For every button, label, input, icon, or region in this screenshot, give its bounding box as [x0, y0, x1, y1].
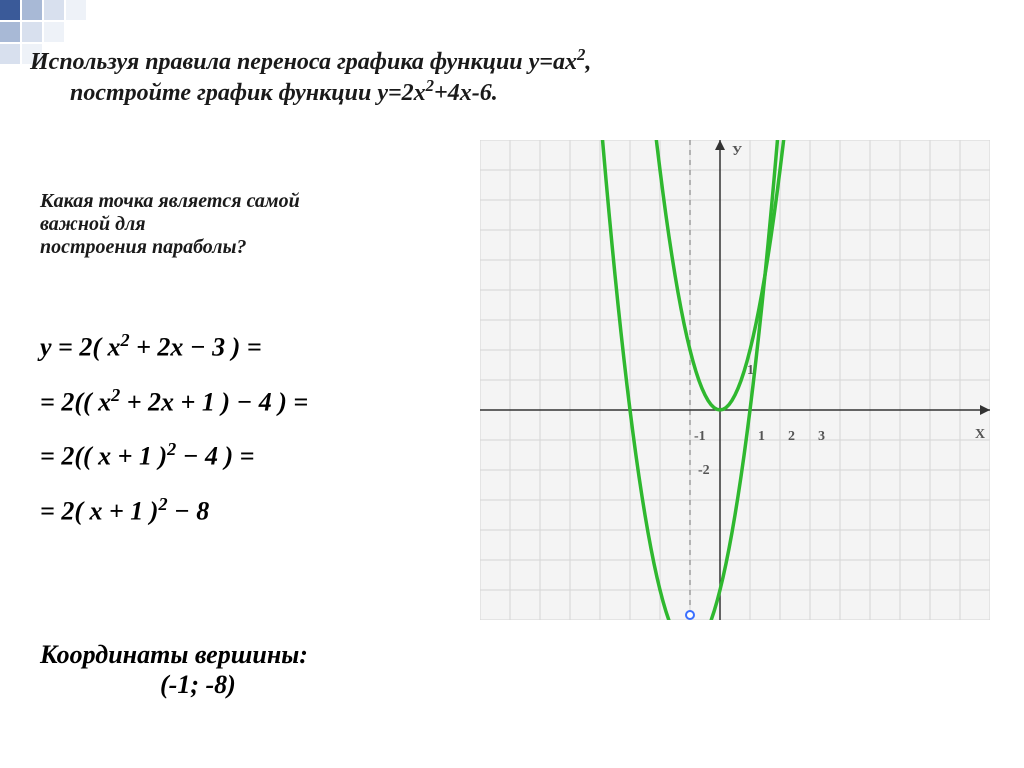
vertex-label: Координаты вершины:	[40, 640, 308, 670]
parabola-chart: XУ1-1123-2	[480, 140, 990, 620]
deco-square	[22, 0, 42, 20]
deco-square	[44, 22, 64, 42]
deco-square	[66, 0, 86, 20]
equation-step-4: = 2( x + 1 )2 − 8	[40, 494, 460, 527]
equation-derivation: y = 2( x2 + 2x − 3 ) = = 2(( x2 + 2x + 1 …	[40, 330, 460, 549]
tick-label: 2	[788, 429, 795, 444]
slide-title: Используя правила переноса графика функц…	[30, 45, 994, 107]
deco-square	[0, 44, 20, 64]
equation-step-2: = 2(( x2 + 2x + 1 ) − 4 ) =	[40, 385, 460, 418]
deco-square	[44, 0, 64, 20]
question-line: Какая точка является самой	[40, 190, 420, 213]
question-line: построения параболы?	[40, 236, 420, 259]
vertex-marker	[686, 611, 694, 619]
vertex-value: (-1; -8)	[40, 670, 308, 700]
y-axis-label: У	[732, 144, 742, 159]
vertex-coordinates: Координаты вершины:(-1; -8)	[40, 640, 308, 700]
deco-square	[0, 22, 20, 42]
title-line2: постройте график функции у=2х2+4х-6.	[30, 76, 994, 107]
equation-step-3: = 2(( x + 1 )2 − 4 ) =	[40, 439, 460, 472]
title-line1: Используя правила переноса графика функц…	[30, 45, 994, 76]
tick-label: 3	[818, 429, 825, 444]
deco-square	[0, 0, 20, 20]
equation-step-1: y = 2( x2 + 2x − 3 ) =	[40, 330, 460, 363]
tick-label: -2	[698, 463, 710, 478]
deco-square	[22, 22, 42, 42]
question-line: важной для	[40, 213, 420, 236]
x-axis-label: X	[975, 427, 985, 442]
tick-label: -1	[694, 429, 706, 444]
tick-label: 1	[758, 429, 765, 444]
question-text: Какая точка является самойважной дляпост…	[40, 190, 420, 259]
